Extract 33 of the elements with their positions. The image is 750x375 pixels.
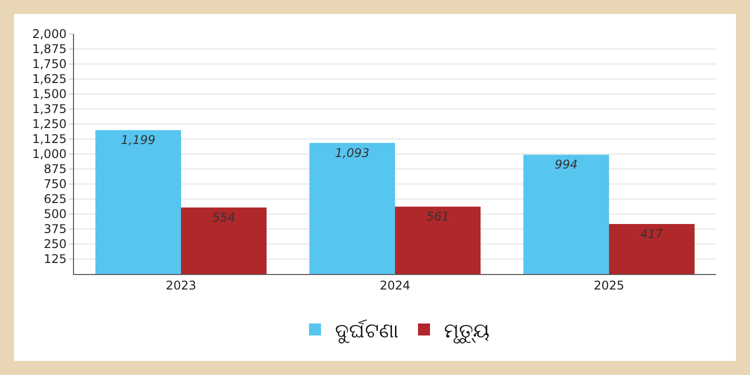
bar (95, 130, 181, 274)
data-label: 994 (554, 158, 578, 172)
y-tick-label: 250 (44, 237, 67, 252)
y-tick-label: 1,250 (32, 117, 67, 132)
bar (609, 224, 695, 274)
legend-label: ଦୁର୍ଘଟଣା (335, 318, 399, 344)
legend-label: ମୃତ୍ୟୁ (444, 318, 490, 344)
y-tick-label: 500 (44, 207, 67, 222)
y-tick-label: 2,000 (32, 27, 67, 42)
y-tick-label: 1,125 (32, 132, 67, 146)
y-tick-label: 750 (44, 177, 67, 192)
y-tick-label: 1,875 (32, 42, 67, 56)
y-tick-label: 125 (44, 252, 67, 266)
x-tick-label: 2025 (594, 278, 624, 292)
data-label: 417 (640, 226, 664, 241)
y-tick-label: 1,750 (32, 57, 67, 72)
bar (523, 154, 609, 274)
data-label: 561 (426, 210, 450, 224)
y-tick-label: 1,500 (32, 87, 67, 102)
bar (181, 208, 267, 274)
y-tick-label: 1,625 (32, 72, 67, 86)
x-tick-label: 2023 (166, 278, 196, 292)
y-tick-label: 625 (44, 192, 67, 206)
y-tick-label: 375 (44, 222, 67, 236)
data-label: 554 (212, 210, 236, 225)
data-label: 1,199 (121, 133, 156, 148)
x-tick-label: 2024 (380, 278, 410, 292)
y-tick-label: 1,000 (32, 147, 67, 162)
bar (395, 206, 481, 274)
y-tick-label: 875 (44, 162, 67, 176)
data-label: 1,093 (335, 146, 370, 160)
bar (309, 142, 395, 274)
y-tick-label: 1,375 (32, 102, 67, 116)
